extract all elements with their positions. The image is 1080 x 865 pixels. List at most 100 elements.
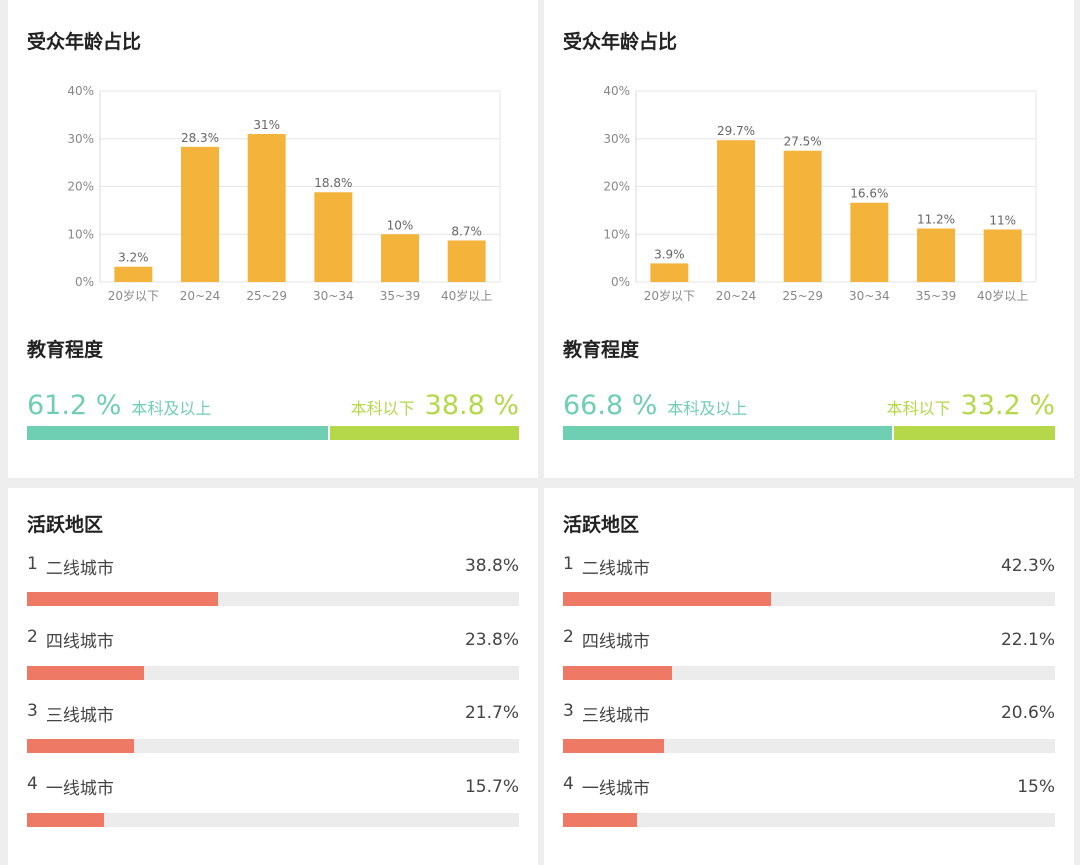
- age-bar: [783, 150, 822, 282]
- education-high-value: 61.2 %: [27, 390, 122, 421]
- age-bar: [381, 234, 419, 282]
- region-percent: 23.8%: [464, 629, 519, 650]
- age-chart-title: 受众年龄占比: [27, 31, 142, 53]
- region-name: 一线城市: [45, 779, 114, 799]
- y-tick-label: 10%: [603, 227, 630, 241]
- region-bar-track: [563, 665, 1055, 680]
- age-bar: [650, 263, 689, 282]
- region-bar-track: [27, 739, 519, 753]
- x-tick-label: 35~39: [380, 289, 421, 303]
- age-bar: [447, 240, 486, 282]
- education-high-value: 66.8 %: [563, 390, 658, 421]
- right-region-panel: 活跃地区 1 二线城市 42.3% 2 四线城市 22.1% 3 三线城市 20.6% 4 一线城市…: [544, 488, 1074, 865]
- bar-value-label: 29.7%: [717, 124, 755, 138]
- x-tick-label: 40岁以上: [977, 288, 1028, 303]
- region-bar-fill: [27, 665, 145, 680]
- x-tick-label: 20岁以下: [108, 288, 159, 303]
- y-tick-label: 40%: [603, 84, 630, 98]
- region-bar-fill: [563, 592, 772, 606]
- x-tick-label: 30~34: [849, 289, 890, 303]
- education-low-value: 33.2 %: [960, 390, 1055, 421]
- x-tick-label: 25~29: [246, 289, 287, 303]
- region-rank: 4: [27, 774, 38, 794]
- y-tick-label: 20%: [603, 180, 630, 194]
- bar-value-label: 16.6%: [850, 187, 888, 201]
- region-percent: 42.3%: [1000, 556, 1055, 576]
- x-tick-label: 30~34: [313, 289, 354, 303]
- y-tick-label: 40%: [67, 84, 94, 98]
- region-rank: 2: [27, 627, 38, 647]
- age-bar: [181, 146, 219, 282]
- education-high-group: 61.2 % 本科及以上: [27, 390, 211, 421]
- bar-value-label: 28.3%: [181, 131, 219, 145]
- region-title: 活跃地区: [27, 514, 104, 536]
- age-bar-chart: 0% 10% 20% 30% 40% 3.2% 20岁以下 28.3% 20~24 31% 25~2…: [67, 84, 501, 303]
- region-rank: 4: [563, 774, 574, 794]
- bar-value-label: 11%: [989, 213, 1016, 227]
- education-low-value: 38.8 %: [424, 390, 519, 421]
- education-high-segment: [27, 426, 329, 440]
- x-tick-label: 25~29: [782, 289, 823, 303]
- y-tick-label: 0%: [75, 275, 94, 289]
- region-rank: 2: [563, 627, 574, 647]
- region-row: 2 四线城市 22.1%: [563, 627, 1055, 680]
- education-high-segment: [563, 426, 892, 440]
- region-row: 2 四线城市 23.8%: [27, 627, 519, 680]
- x-tick-label: 40岁以上: [441, 288, 492, 303]
- region-row: 1 二线城市 38.8%: [27, 554, 519, 606]
- education-bar: [563, 426, 1055, 440]
- region-bar-fill: [563, 812, 637, 827]
- region-row: 3 三线城市 21.7%: [27, 701, 519, 753]
- region-bar-track: [563, 592, 1055, 606]
- region-bar-track: [27, 665, 519, 680]
- region-bar-fill: [27, 739, 134, 753]
- region-bar-track: [27, 812, 519, 827]
- left-region-panel: 活跃地区 1 二线城市 38.8% 2 四线城市 23.8% 3 三线城市 21.7% 4 一线城市…: [8, 488, 538, 865]
- right-demographics-panel: 受众年龄占比 0% 10% 20% 30% 40% 3.9% 20岁以下 29.7% 20~24…: [544, 0, 1074, 478]
- education-title: 教育程度: [563, 339, 640, 361]
- age-bar-chart: 0% 10% 20% 30% 40% 3.9% 20岁以下 29.7% 20~24 27.5% 25…: [603, 84, 1037, 303]
- region-name: 四线城市: [45, 632, 114, 652]
- region-name: 二线城市: [45, 558, 114, 579]
- region-name: 二线城市: [581, 558, 650, 579]
- x-tick-label: 35~39: [916, 289, 957, 303]
- region-row: 3 三线城市 20.6%: [563, 701, 1055, 753]
- region-percent: 21.7%: [464, 703, 519, 723]
- education-low-group: 本科以下 33.2 %: [887, 390, 1055, 421]
- left-demographics-panel: 受众年龄占比 0% 10% 20% 30% 40% 3.2% 20岁以下 28.3% 20~24…: [8, 0, 538, 478]
- region-bar-fill: [27, 592, 218, 606]
- region-bar-fill: [563, 665, 672, 680]
- education-high-label: 本科及以上: [131, 399, 212, 418]
- education-low-segment: [330, 426, 519, 440]
- y-tick-label: 10%: [67, 227, 94, 241]
- bar-value-label: 18.8%: [314, 176, 352, 190]
- education-low-label: 本科以下: [886, 399, 951, 418]
- bar-value-label: 27.5%: [784, 135, 822, 149]
- region-percent: 22.1%: [1000, 629, 1055, 650]
- y-tick-label: 30%: [67, 132, 94, 146]
- bar-value-label: 31%: [253, 118, 280, 132]
- education-high-label: 本科及以上: [667, 399, 748, 418]
- age-bar: [917, 228, 955, 282]
- age-chart-title: 受众年龄占比: [563, 31, 678, 53]
- age-bar: [114, 266, 153, 282]
- education-high-group: 66.8 % 本科及以上: [563, 390, 747, 421]
- bar-value-label: 8.7%: [451, 224, 482, 238]
- age-bar: [314, 192, 353, 282]
- region-percent: 20.6%: [1000, 703, 1055, 723]
- x-tick-label: 20~24: [180, 289, 221, 303]
- y-tick-label: 20%: [67, 180, 94, 194]
- education-title: 教育程度: [27, 339, 104, 361]
- region-row: 4 一线城市 15.7%: [27, 774, 519, 827]
- age-bar: [983, 229, 1022, 282]
- x-tick-label: 20~24: [716, 289, 757, 303]
- age-bar: [247, 133, 286, 282]
- education-low-group: 本科以下 38.8 %: [351, 390, 519, 421]
- y-tick-label: 30%: [603, 132, 630, 146]
- bar-value-label: 3.2%: [118, 251, 149, 265]
- region-percent: 15%: [1017, 776, 1055, 797]
- region-bar-track: [563, 812, 1055, 827]
- region-row: 1 二线城市 42.3%: [563, 554, 1055, 606]
- region-bar-fill: [563, 739, 665, 753]
- region-bar-fill: [27, 812, 105, 827]
